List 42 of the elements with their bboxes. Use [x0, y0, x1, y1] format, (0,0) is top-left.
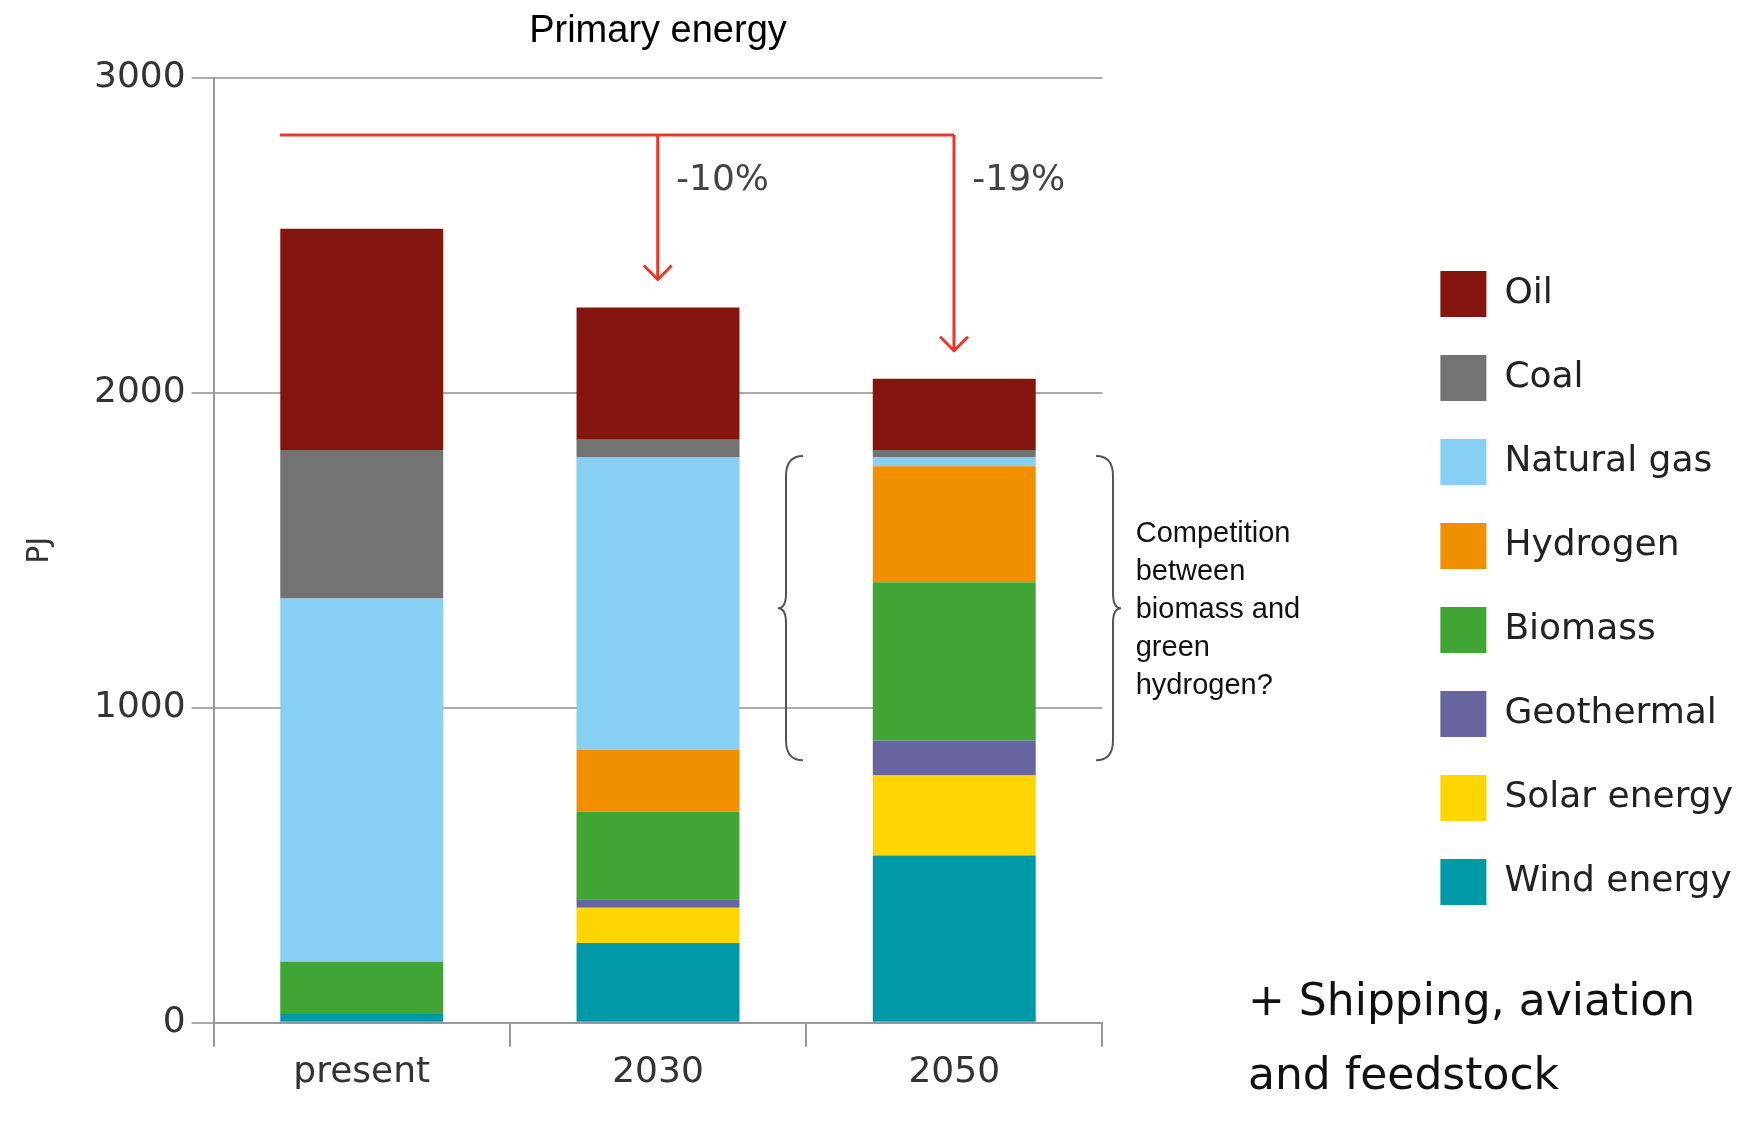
- y-tick-label: 2000: [93, 369, 186, 411]
- bar: [872, 775, 1036, 856]
- legend-label: Oil: [1504, 270, 1553, 312]
- bar: [872, 740, 1036, 776]
- bar: [872, 466, 1036, 583]
- x-tick-label: present: [293, 1048, 431, 1090]
- bar: [872, 378, 1036, 450]
- legend-label: Geothermal: [1504, 690, 1717, 732]
- y-tick-label: 3000: [93, 54, 186, 96]
- chart-title: Primary energy: [528, 8, 788, 51]
- legend-label: Coal: [1504, 354, 1584, 396]
- bar: [576, 307, 740, 440]
- bar: [576, 811, 740, 900]
- bar: [872, 449, 1036, 458]
- x-tick-label: 2050: [908, 1048, 1001, 1090]
- legend-label: Natural gas: [1504, 438, 1713, 480]
- bar: [576, 457, 740, 750]
- bar: [576, 943, 740, 1022]
- bar: [280, 598, 444, 962]
- legend-label: Hydrogen: [1504, 522, 1680, 564]
- bar: [576, 899, 740, 908]
- bar: [872, 855, 1036, 1022]
- y-tick-label: 0: [162, 999, 186, 1041]
- bar: [872, 457, 1036, 467]
- legend-label: Solar energy: [1504, 774, 1733, 816]
- legend-label: Biomass: [1504, 606, 1656, 648]
- bar: [280, 961, 444, 1014]
- text: + Shipping, aviation and feedstock: [1248, 973, 1697, 1101]
- bar: [576, 749, 740, 812]
- bar: [872, 582, 1036, 741]
- x-tick-label: 2030: [612, 1048, 704, 1090]
- bar: [280, 1013, 444, 1022]
- y-tick-label: 1000: [93, 684, 186, 726]
- bar: [576, 907, 740, 944]
- annotation: -10%: [675, 156, 769, 198]
- bar: [280, 449, 444, 599]
- bar: [576, 439, 740, 458]
- annotation: -19%: [972, 156, 1066, 198]
- legend-label: Wind energy: [1504, 858, 1732, 900]
- text: Competition between biomass and green hydrogen?: [1135, 515, 1302, 703]
- bar: [280, 228, 444, 450]
- y-axis-title: PJ: [19, 536, 55, 564]
